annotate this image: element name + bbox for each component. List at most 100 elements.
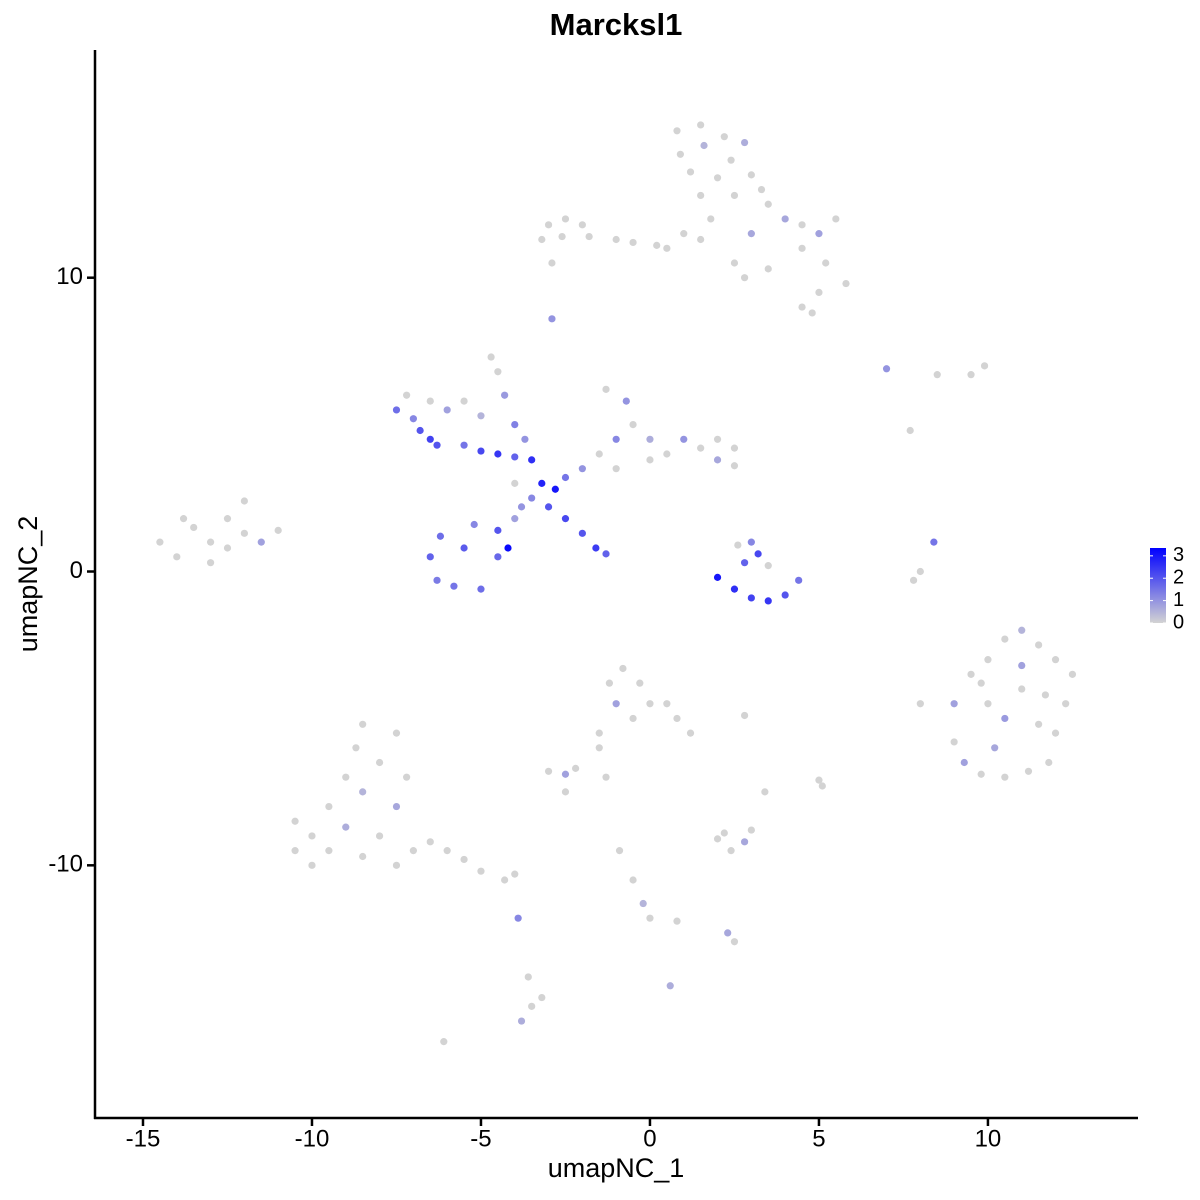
cell-point <box>991 744 999 752</box>
cell-point <box>1062 700 1070 708</box>
cell-point <box>960 758 968 767</box>
cell-point <box>663 450 671 458</box>
cell-point <box>325 847 333 855</box>
cell-point <box>352 744 360 752</box>
cell-point <box>605 679 614 687</box>
cell-point <box>680 230 688 238</box>
cell-point <box>1001 635 1009 643</box>
cell-point <box>1001 714 1009 723</box>
cell-point <box>1051 656 1060 664</box>
cell-point <box>686 729 695 737</box>
cell-point <box>740 138 749 147</box>
cell-point <box>511 453 519 461</box>
cell-point <box>592 544 600 552</box>
x-tick-label: 10 <box>975 1125 1002 1152</box>
cell-point <box>757 185 766 194</box>
cell-point <box>544 221 553 229</box>
x-tick-label: 5 <box>812 1125 825 1152</box>
cell-point <box>223 515 232 523</box>
cell-point <box>403 773 411 781</box>
cell-point <box>433 576 441 584</box>
cell-point <box>308 861 316 869</box>
cell-point <box>504 544 512 552</box>
cell-point <box>291 817 299 825</box>
cell-point <box>761 788 769 796</box>
cell-point <box>443 406 451 414</box>
cell-point <box>450 582 458 590</box>
cell-point <box>426 553 434 561</box>
color-tick-label: 3 <box>1173 544 1184 566</box>
cell-point <box>511 421 519 429</box>
cell-point <box>842 279 850 288</box>
cell-point <box>700 141 708 150</box>
cell-point <box>764 200 772 208</box>
cell-point <box>713 435 722 443</box>
cell-point <box>528 456 536 464</box>
cell-point <box>724 929 732 937</box>
cell-point <box>629 714 637 723</box>
cell-point <box>595 729 603 737</box>
cell-point <box>440 1038 448 1046</box>
cell-point <box>375 832 384 840</box>
cell-point <box>538 479 546 487</box>
cell-point <box>409 847 417 855</box>
cell-point <box>629 238 637 247</box>
cell-point <box>622 397 630 405</box>
cell-point <box>470 520 478 529</box>
cell-point <box>1018 685 1026 693</box>
y-tick-label: -10 <box>48 851 83 878</box>
cell-point <box>156 538 164 546</box>
cell-point <box>291 847 299 855</box>
cell-point <box>764 265 772 273</box>
cell-point <box>517 503 526 511</box>
cell-point <box>673 714 681 723</box>
cell-point <box>740 274 749 282</box>
cell-point <box>578 529 586 537</box>
cell-point <box>190 523 198 532</box>
x-axis-label: umapNC_1 <box>548 1153 685 1183</box>
cell-point <box>578 221 586 229</box>
cell-point <box>666 982 674 990</box>
cell-point <box>636 679 644 687</box>
cell-point <box>832 215 840 223</box>
cell-point <box>359 852 367 861</box>
cell-point <box>713 573 722 581</box>
cell-point <box>713 456 722 464</box>
y-tick-label: 10 <box>56 263 83 290</box>
cell-point <box>477 447 485 455</box>
cell-point <box>308 832 316 840</box>
cell-point <box>544 503 553 511</box>
cell-point <box>325 802 333 811</box>
cell-point <box>392 729 401 737</box>
cell-point <box>697 121 705 129</box>
cell-point <box>511 479 519 487</box>
points <box>156 121 1077 1046</box>
cell-point <box>615 847 624 855</box>
cell-point <box>1024 767 1033 775</box>
cell-point <box>602 773 610 781</box>
color-tick-label: 0 <box>1173 611 1184 633</box>
cell-point <box>697 191 705 200</box>
cell-point <box>967 371 975 379</box>
cell-point <box>206 538 215 546</box>
cell-point <box>977 679 985 687</box>
cell-point <box>984 656 992 664</box>
cell-point <box>342 823 350 831</box>
cell-point <box>403 391 411 399</box>
cell-point <box>798 221 806 229</box>
cell-point <box>494 553 502 561</box>
cell-point <box>1018 626 1026 634</box>
cell-point <box>967 670 975 678</box>
cell-point <box>646 700 654 708</box>
cell-point <box>1035 720 1043 728</box>
cell-point <box>426 435 434 443</box>
cell-point <box>494 368 502 376</box>
cell-point <box>727 847 735 855</box>
cell-point <box>747 594 755 602</box>
cell-point <box>595 744 603 752</box>
cell-point <box>544 767 553 775</box>
cell-point <box>727 156 735 164</box>
cell-point <box>980 362 989 370</box>
cell-point <box>1018 661 1026 670</box>
